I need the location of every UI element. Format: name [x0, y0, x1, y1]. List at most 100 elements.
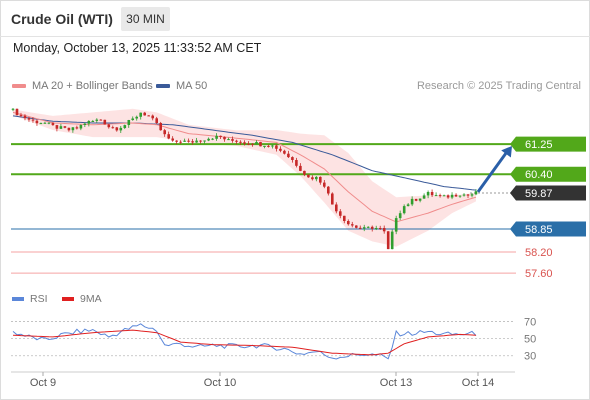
candle-body: [43, 122, 47, 124]
candle-body: [442, 195, 446, 197]
legend-ma20-label: MA 20 + Bollinger Bands: [32, 80, 153, 92]
candle-body: [179, 141, 182, 143]
candle-body: [143, 112, 146, 116]
candle-body: [366, 226, 370, 228]
candle-body: [147, 115, 150, 117]
candle-body: [151, 115, 154, 119]
rsi-tick-label: 50: [524, 334, 536, 346]
x-tick-label: Oct 13: [380, 377, 412, 389]
rsi-series-9ma: [12, 329, 477, 356]
level-label: 61.25: [525, 139, 553, 151]
candle-body: [327, 186, 330, 194]
legend-rsi: RSI: [12, 293, 48, 305]
attribution: Research © 2025 Trading Central: [416, 80, 581, 92]
candle-body: [303, 170, 306, 175]
candle-body: [287, 153, 290, 158]
candle-body: [351, 224, 354, 226]
candle-body: [155, 118, 158, 123]
level-label: 59.87: [525, 188, 553, 200]
level-tag-58-85: 58.85: [510, 221, 586, 237]
candle-body: [362, 227, 366, 229]
legend-9ma-swatch: [62, 297, 74, 301]
x-tick-label: Oct 14: [462, 377, 494, 389]
candle-body: [319, 176, 322, 183]
candle-body: [470, 194, 474, 196]
candle-body: [227, 139, 230, 141]
candle-body: [15, 108, 19, 116]
candle-body: [299, 165, 302, 171]
x-tick-label: Oct 9: [30, 377, 56, 389]
candle-body: [430, 192, 434, 196]
candlesticks-layer: [11, 107, 478, 250]
candle-body: [291, 157, 294, 160]
level-label: 58.85: [525, 224, 553, 236]
candle-body: [111, 127, 115, 129]
timeframe-badge[interactable]: 30 MIN: [121, 7, 170, 31]
candle-body: [231, 139, 234, 141]
level-label: 57.60: [525, 268, 553, 280]
candle-body: [79, 125, 83, 129]
candle-body: [103, 119, 107, 125]
legend-9ma: 9MA: [62, 293, 102, 305]
candle-body: [454, 194, 458, 197]
candle-body: [23, 115, 27, 119]
x-tick-label: Oct 10: [204, 377, 236, 389]
bollinger-band: [13, 108, 476, 247]
candle-body: [390, 231, 394, 250]
level-tag-bg: [510, 166, 586, 182]
candle-body: [323, 182, 326, 187]
candle-body: [394, 218, 398, 232]
candle-body: [195, 140, 198, 143]
level-tag-bg: [510, 185, 586, 201]
candle-body: [355, 225, 358, 228]
candle-body: [31, 119, 35, 121]
candle-body: [339, 211, 342, 216]
level-tag-60-40: 60.40: [510, 166, 586, 182]
rsi-panel: 70 50 30: [11, 317, 536, 363]
candle-body: [115, 127, 119, 131]
candle-body: [223, 136, 226, 140]
instrument-title: Crude Oil (WTI): [11, 11, 113, 27]
candle-body: [450, 194, 454, 198]
candle-body: [378, 228, 382, 229]
candle-body: [219, 135, 222, 137]
legend-ma50-label: MA 50: [176, 80, 208, 92]
candle-body: [187, 140, 190, 142]
projection-arrow-head: [501, 145, 512, 158]
levels-layer: [11, 143, 516, 274]
candle-body: [183, 140, 186, 142]
legend-ma50-swatch: [156, 84, 170, 88]
x-axis: Oct 9 Oct 10 Oct 13 Oct 14: [11, 371, 515, 389]
bollinger-bands-layer: [13, 108, 476, 247]
candle-body: [203, 140, 206, 142]
candle-body: [243, 142, 246, 144]
legend-ma20-swatch: [12, 84, 26, 88]
timestamp: Monday, October 13, 2025 11:33:52 AM CET: [13, 41, 262, 55]
candle-body: [466, 194, 470, 196]
candle-body: [119, 127, 123, 131]
candle-body: [315, 176, 318, 180]
candle-body: [83, 123, 87, 125]
candle-body: [462, 194, 466, 196]
candle-body: [159, 123, 162, 131]
candle-body: [418, 198, 422, 201]
candle-body: [91, 121, 95, 122]
candle-body: [19, 115, 23, 117]
candle-body: [47, 122, 51, 124]
rsi-series-rsi: [12, 323, 477, 360]
legend-9ma-label: 9MA: [80, 293, 102, 305]
candle-body: [271, 145, 274, 147]
candle-body: [458, 195, 462, 197]
candle-body: [259, 142, 262, 147]
candle-body: [255, 142, 258, 145]
candle-body: [370, 226, 374, 229]
level-tag-61-25: 61.25: [510, 136, 586, 152]
candle-body: [131, 118, 134, 120]
candle-body: [215, 135, 218, 139]
level-tag-59-87: 59.87: [510, 185, 586, 201]
candle-body: [39, 123, 43, 125]
level-label: 60.40: [525, 169, 553, 181]
candle-body: [331, 193, 334, 205]
candle-body: [426, 192, 430, 196]
